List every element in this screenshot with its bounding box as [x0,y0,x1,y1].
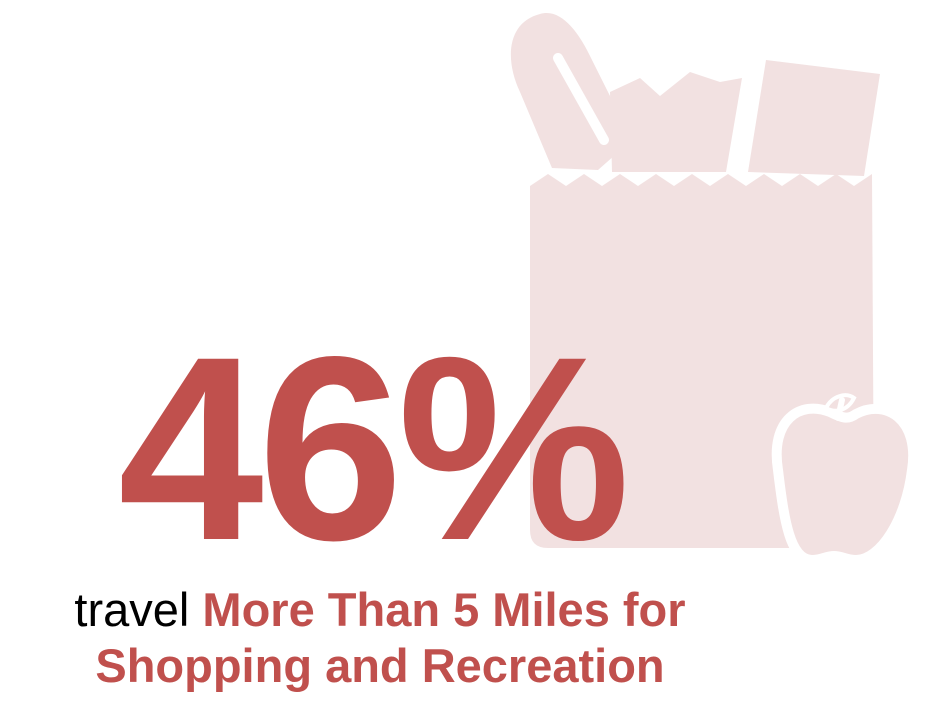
caption-line-2: Shopping and Recreation [0,638,760,694]
caption-emphasis-2: Shopping and Recreation [95,639,665,692]
percentage-stat: 46% [118,302,630,595]
apple-icon [771,393,919,566]
stat-caption: travel More Than 5 Miles for Shopping an… [0,582,760,694]
bag-detail [553,53,609,145]
caption-line-1: travel More Than 5 Miles for [0,582,760,638]
caption-lead: travel [74,583,190,636]
caption-emphasis-1: More Than 5 Miles for [202,583,686,636]
